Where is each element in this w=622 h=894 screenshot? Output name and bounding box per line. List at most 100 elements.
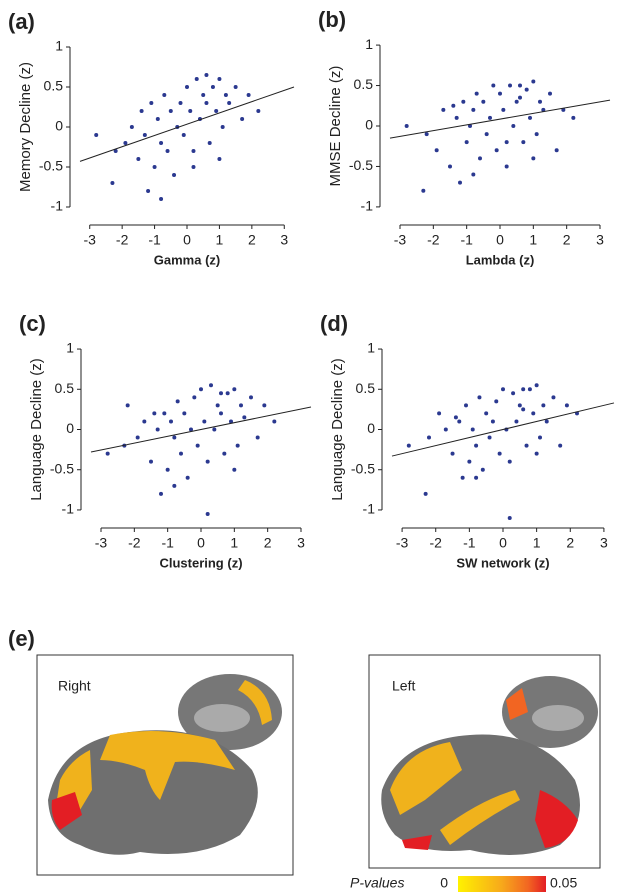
point <box>185 85 189 89</box>
point <box>511 391 516 396</box>
point <box>487 435 492 440</box>
point <box>219 391 223 396</box>
x-axis-title: Gamma (z) <box>154 252 220 267</box>
point <box>501 387 505 392</box>
point <box>129 125 134 129</box>
x-axis-title: Lambda (z) <box>466 252 535 267</box>
point <box>504 140 509 145</box>
point <box>507 516 512 520</box>
y-axis-title: Language Decline (z) <box>28 358 45 501</box>
y-tick-label: 0 <box>367 420 375 436</box>
point <box>204 101 209 105</box>
point <box>229 419 233 424</box>
point <box>214 109 219 113</box>
point <box>212 427 217 432</box>
x-tick-label: -2 <box>430 535 443 551</box>
x-tick-label: -1 <box>148 232 161 248</box>
x-tick-label: 0 <box>183 232 191 248</box>
point <box>136 157 141 161</box>
point <box>255 435 260 440</box>
y-tick-label: -1 <box>51 198 64 214</box>
point <box>494 399 499 404</box>
y-tick-label: 0.5 <box>55 380 75 396</box>
point <box>242 415 247 420</box>
point <box>458 180 462 185</box>
point <box>149 459 153 464</box>
point <box>558 443 563 448</box>
point <box>538 435 542 440</box>
point <box>223 93 228 97</box>
y-tick-label: -0.5 <box>39 158 63 174</box>
point <box>514 419 519 424</box>
x-tick-label: 1 <box>216 232 224 248</box>
y-axis-title: Memory Decline (z) <box>17 62 34 192</box>
hemisphere-label: Left <box>392 678 415 694</box>
y-tick-label: 0.5 <box>354 76 374 92</box>
point <box>162 93 167 97</box>
point <box>225 391 230 396</box>
point <box>262 403 267 408</box>
point <box>518 83 522 88</box>
brain-left: Left <box>368 654 601 869</box>
point <box>488 115 492 120</box>
x-tick-label: 0 <box>197 535 205 551</box>
point <box>497 451 502 456</box>
point <box>240 117 245 121</box>
point <box>508 83 512 88</box>
point <box>169 419 173 424</box>
x-tick-label: 3 <box>280 232 288 248</box>
x-tick-label: -1 <box>161 535 174 551</box>
point <box>501 107 506 112</box>
point <box>202 419 207 424</box>
point <box>123 141 128 145</box>
point <box>189 427 193 432</box>
x-tick-label: 1 <box>529 232 537 248</box>
point <box>152 165 157 169</box>
point <box>434 148 439 153</box>
point <box>474 475 479 480</box>
point <box>451 103 456 108</box>
point <box>521 387 526 392</box>
x-tick-label: -2 <box>128 535 141 551</box>
colorbar-label: 0 <box>440 875 448 891</box>
point <box>199 387 203 392</box>
point <box>159 491 163 496</box>
point <box>232 387 237 392</box>
point <box>423 491 428 496</box>
point <box>155 427 160 432</box>
x-tick-label: 3 <box>596 232 604 248</box>
panel-label: (e) <box>8 626 35 651</box>
y-tick-label: 0 <box>66 420 74 436</box>
point <box>427 435 431 440</box>
point <box>494 148 499 153</box>
x-tick-label: 3 <box>297 535 305 551</box>
x-tick-label: 0 <box>496 232 504 248</box>
point <box>404 124 409 128</box>
point <box>541 403 546 408</box>
point <box>470 427 475 432</box>
point <box>504 164 509 169</box>
point <box>159 141 164 145</box>
point <box>460 475 465 480</box>
point <box>191 165 196 169</box>
y-tick-label: -1 <box>361 198 374 214</box>
point <box>135 435 140 440</box>
point <box>178 101 183 105</box>
point <box>217 77 222 81</box>
y-tick-label: -0.5 <box>351 460 375 476</box>
point <box>406 443 411 448</box>
y-tick-label: 0 <box>365 117 373 133</box>
y-axis-title: MMSE Decline (z) <box>327 66 344 187</box>
panel-label: (b) <box>318 7 346 32</box>
y-tick-label: 1 <box>367 340 375 356</box>
point <box>149 101 154 105</box>
point <box>471 172 476 177</box>
point <box>521 407 526 412</box>
point <box>527 387 532 392</box>
point <box>534 132 539 137</box>
point <box>524 443 529 448</box>
point <box>531 156 536 161</box>
point <box>125 403 130 408</box>
point <box>454 115 459 120</box>
y-tick-label: -1 <box>363 501 376 517</box>
